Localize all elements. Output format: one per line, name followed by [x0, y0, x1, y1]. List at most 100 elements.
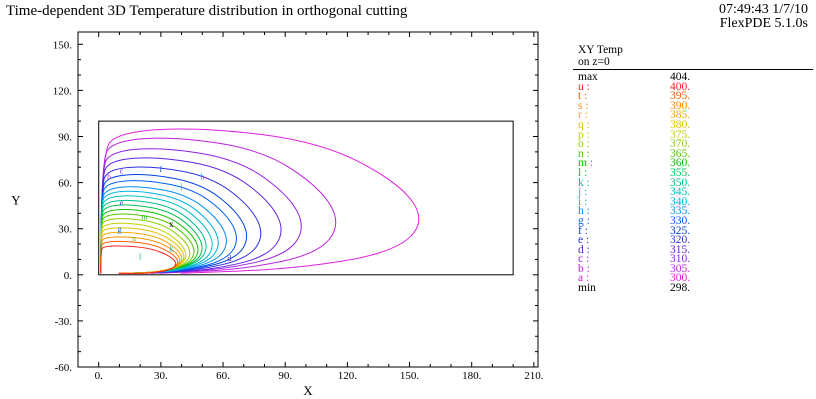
contour-plot: 0. 30. 60. 90. 120. 150. 180. 210. -60. -30. 0. 30.…	[11, 31, 544, 398]
contour-label-d: d	[227, 254, 231, 263]
contour-line-n	[100, 213, 195, 274]
legend-key: s :	[578, 99, 589, 112]
legend-key: f :	[578, 224, 588, 237]
legend-value: 310.	[670, 253, 691, 266]
contour-line-e	[100, 166, 262, 274]
y-tick-label: 30.	[58, 224, 72, 236]
legend-key: u :	[578, 80, 590, 93]
legend-key: m :	[578, 157, 594, 170]
contour-line-u	[100, 245, 177, 274]
legend-row: i : 340.	[578, 195, 778, 208]
x-axis-label: X	[303, 383, 313, 398]
legend-key: o :	[578, 138, 590, 151]
contour-line-h	[100, 186, 227, 274]
legend-key: q :	[578, 118, 590, 131]
contour-line-k	[100, 199, 207, 274]
x-tick-label: 0.	[95, 370, 104, 382]
contour-label-j: j	[179, 182, 182, 191]
contour-line-a	[100, 128, 420, 274]
legend-row: g : 330.	[578, 214, 778, 227]
y-tick-label: -30.	[55, 316, 73, 328]
plot-frame	[77, 31, 539, 368]
legend-row: o : 370.	[578, 138, 778, 151]
legend-key: h :	[578, 205, 590, 218]
y-tick-label: 60.	[58, 178, 72, 190]
contour-line-j	[100, 195, 213, 274]
y-tick-label: 150.	[53, 39, 73, 51]
legend-row: p : 375.	[578, 128, 778, 141]
y-tick-label: -60.	[55, 362, 73, 374]
legend-row: f : 325.	[578, 224, 778, 237]
legend-key: t :	[578, 90, 588, 103]
legend-max-row: max 404.	[578, 71, 778, 83]
legend-row: c : 310.	[578, 253, 778, 266]
legend-key: l :	[578, 166, 588, 179]
legend-value: 365.	[670, 147, 691, 160]
contour-line-b	[100, 137, 337, 274]
legend-key: b :	[578, 262, 590, 275]
legend-row: u : 400.	[578, 80, 778, 93]
contour-line-c	[100, 148, 302, 274]
legend-value: 305.	[670, 262, 691, 275]
timestamp: 07:49:43 1/7/10	[718, 2, 808, 17]
contour-label-f: f	[160, 165, 163, 174]
x-tick-label: 210.	[524, 370, 544, 382]
contour-label-k: k	[169, 245, 173, 254]
contour-line-f	[100, 174, 248, 274]
legend-divider	[573, 69, 813, 70]
legend-row: q : 380.	[578, 118, 778, 131]
domain-boundary	[98, 120, 514, 276]
legend-subheading: on z=0	[578, 56, 610, 68]
y-axis-label: Y	[11, 193, 21, 208]
contour-line-l	[100, 204, 203, 274]
legend-row: r : 385.	[578, 109, 778, 122]
legend-value: 385.	[670, 109, 691, 122]
legend-value: 300.	[670, 272, 691, 285]
legend-key: j :	[578, 186, 588, 199]
legend-key: n :	[578, 147, 590, 160]
x-tick-label: 150.	[400, 370, 420, 382]
legend-key: p :	[578, 128, 590, 141]
legend-rows: max 404. u :400. t :395. s :390. r :385. q :…	[578, 71, 778, 295]
contour-label-h: h	[200, 173, 204, 182]
x-tick-label: 180.	[462, 370, 482, 382]
legend-key: k :	[578, 176, 590, 189]
y-tick-label: 120.	[53, 85, 73, 97]
legend-key: c :	[578, 253, 590, 266]
x-tick-label: 60.	[216, 370, 230, 382]
legend: XY Temp on z=0 max 404. u : 400. t :395. s …	[573, 44, 816, 294]
legend-row: j : 345.	[578, 186, 778, 199]
contour-label-l: l	[139, 252, 142, 261]
legend-value: 330.	[670, 214, 691, 227]
chart-title: Time-dependent 3D Temperature distributi…	[6, 3, 408, 19]
legend-key: i :	[578, 195, 588, 208]
legend-min-label: min	[578, 282, 596, 295]
y-tick-label: 0.	[64, 270, 73, 282]
legend-min-value: 298.	[670, 282, 691, 295]
legend-value: 360.	[670, 157, 691, 170]
contour-line-g	[100, 180, 237, 274]
contour-line-m	[100, 208, 199, 274]
legend-value: 380.	[670, 118, 691, 131]
contour-label-e: e	[120, 199, 124, 208]
legend-value: 325.	[670, 224, 691, 237]
contour-label-b: b	[107, 173, 111, 182]
x-tick-label: 30.	[154, 370, 168, 382]
legend-row: d : 315.	[578, 244, 778, 256]
contour-label-m: m	[141, 212, 148, 221]
legend-value: 400.	[670, 80, 691, 93]
contour-line-d	[100, 157, 282, 274]
max-temperature-marker: x	[169, 219, 174, 229]
legend-heading: XY Temp	[578, 44, 623, 56]
legend-min-row: min 298.	[578, 282, 778, 295]
legend-row: m : 360.	[578, 157, 778, 170]
x-tick-label: 90.	[278, 370, 292, 382]
legend-value: 320.	[670, 234, 691, 247]
legend-key: r :	[578, 109, 588, 122]
legend-key: g :	[578, 214, 590, 227]
legend-row: h : 335.	[578, 205, 778, 218]
legend-value: 340.	[670, 195, 691, 208]
legend-max-label: max	[578, 71, 598, 83]
timestamp-block: 07:49:43 1/7/10 FlexPDE 5.1.0s	[719, 3, 808, 31]
legend-row: t : 395.	[578, 90, 778, 103]
